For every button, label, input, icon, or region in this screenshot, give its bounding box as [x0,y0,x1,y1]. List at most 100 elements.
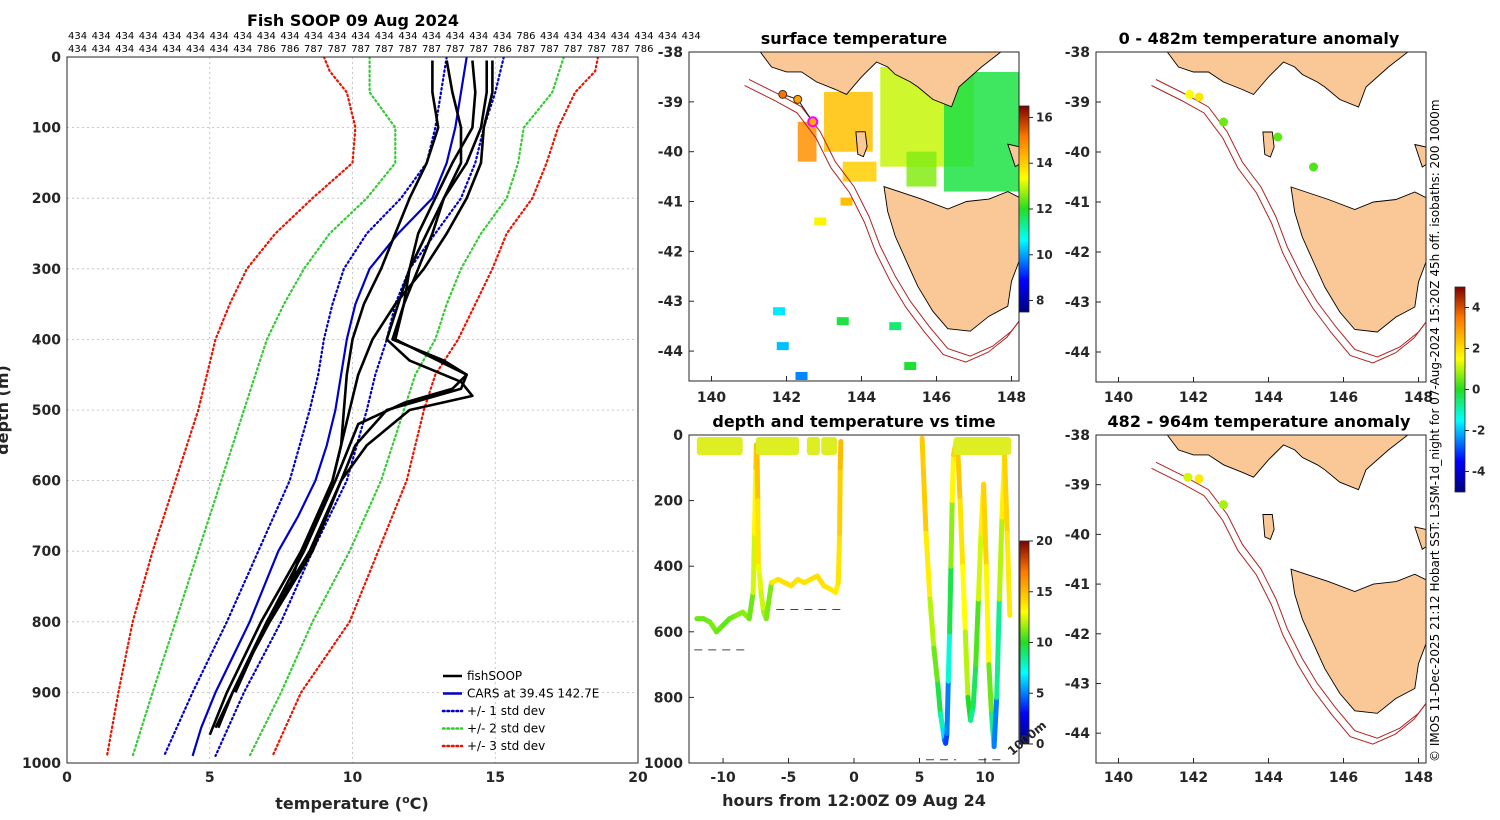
map-ytick-label: -43 [1065,295,1090,311]
sst-point [778,89,788,99]
anom-upper-isobath-1000 [1151,85,1426,364]
dt-track-segment [945,629,953,684]
anom-upper-point [1185,90,1195,99]
profile-id: 434 [115,44,134,55]
anom-lower-frame [1095,434,1427,764]
profile-id: 434 [257,31,276,42]
anom-upper-title: 0 - 482m temperature anomaly [1119,29,1400,48]
profile-ytick-label: 500 [32,403,61,419]
dt-xtick-label: 10 [975,770,995,786]
anom-lower-panel: 482 - 964m temperature anomaly 140 142 144… [1065,286,1485,786]
sst-land-king-island [855,131,868,158]
dt-ytick-label: 200 [654,494,683,510]
sst-current-position [807,116,819,128]
map-ytick-label: -44 [1065,345,1091,361]
profile-id: 787 [516,44,535,55]
anom-lower-point [1219,500,1228,510]
dt-track-segment [991,694,1000,750]
profile-id: 434 [658,31,677,42]
anom-lower-land-king-island [1262,514,1275,541]
profile-id: 434 [162,44,181,55]
anom-upper-land-flinders-island [1414,143,1426,168]
sst-speck [776,342,789,351]
map-ytick-label: -42 [1065,627,1090,643]
dt-track-segment [937,711,946,733]
depth-time-panel: depth and temperature vs time -10 -5 0 5 100… [644,412,1053,810]
profile-line--1-std [214,57,505,758]
map-xtick-label: 146 [1329,390,1358,406]
dt-track-segment [981,481,989,569]
map-ytick-label: -42 [658,244,683,260]
anom-lower-land-flinders-island [1414,526,1426,551]
sst-land-victoria [759,52,1002,108]
dt-title: depth and temperature vs time [712,412,995,431]
map-xtick-label: 146 [1329,770,1358,786]
dt-track-segment [962,629,971,700]
anom-upper-land-victoria [1166,52,1409,108]
sst-patch [906,151,937,187]
dt-ytick-label: 800 [654,690,683,706]
profile-id: 434 [186,44,205,55]
dt-cb-label: 10 [1036,636,1053,650]
dt-cb-label: 15 [1036,585,1053,599]
dt-track-segment [957,498,966,569]
profile-xtick-label: 15 [486,770,505,786]
dt-track-segment [1002,452,1010,536]
dt-track-segment [994,596,1002,700]
sst-speck [795,372,808,381]
dt-track-segment [763,580,774,622]
profile-id: 434 [233,31,252,42]
profile-line-fishsoop-d [234,60,469,693]
map-ytick-label: -40 [1065,145,1091,161]
sst-cb-label: 16 [1036,110,1053,124]
profile-id: 786 [257,44,276,55]
profile-ytick-label: 1000 [22,756,61,772]
profile-id: 434 [611,31,630,42]
profile-title: Fish SOOP 09 Aug 2024 [247,11,459,30]
dt-track-segment [757,573,764,595]
map-xtick-label: 144 [847,390,876,406]
map-ytick-label: -41 [1065,577,1090,593]
anom-lower-isobath-200 [1155,461,1426,739]
anom-upper-point [1194,92,1204,102]
map-ytick-label: -39 [1065,95,1090,111]
profile-id: 434 [92,44,111,55]
dt-track-segment [755,498,761,569]
sst-speck [904,362,917,371]
dt-surface-band [953,437,1012,456]
profile-ytick-label: 700 [32,544,61,560]
legend-label: CARS at 39.4S 142.7E [467,687,599,701]
profile-line--2-std [131,57,397,758]
anom-lower-ticks: 140 142 144 146 148 -38 -39 -40 -41 -42 -43 -44 [1065,428,1433,786]
map-xtick-label: 140 [697,390,726,406]
profile-id: 434 [469,31,488,42]
legend-label: fishSOOP [467,669,522,683]
profile-id: 434 [634,31,653,42]
profile-id: 434 [682,31,701,42]
dt-track-segment [837,465,843,536]
profile-id-row: 434 434 434 434 434 434 434 434 786 786 787 787 787 7… [68,44,653,55]
profile-line-cars-mean [191,57,468,757]
anom-colorbar-ticks: -4 -2 0 2 4 [1465,301,1485,479]
dt-track-segment [837,439,844,471]
profile-id: 787 [611,44,630,55]
profile-ytick-label: 200 [32,191,61,207]
anom-upper-land-king-island [1262,131,1275,158]
sst-speck [840,197,853,206]
map-xtick-label: 148 [1404,390,1433,406]
dt-colorbar [1019,540,1030,745]
map-xtick-label: 142 [772,390,801,406]
dt-ytick-label: 0 [673,428,683,444]
map-ytick-label: -38 [1065,428,1090,444]
anom-cb-label: -2 [1472,424,1485,438]
anom-lower-point [1194,474,1204,484]
dt-cb-label: 0 [1036,737,1044,751]
dt-cb-label: 20 [1036,534,1053,548]
profile-ytick-label: 600 [32,474,61,490]
map-ytick-label: -38 [1065,45,1090,61]
dt-ytick-label: 1000 [644,756,683,772]
profile-id-row: 434 434 434 434 434 434 434 434 434 434 434 434 434 4… [68,31,701,42]
profile-xlabel: temperature (oC) [275,793,428,814]
profile-id: 434 [564,31,583,42]
